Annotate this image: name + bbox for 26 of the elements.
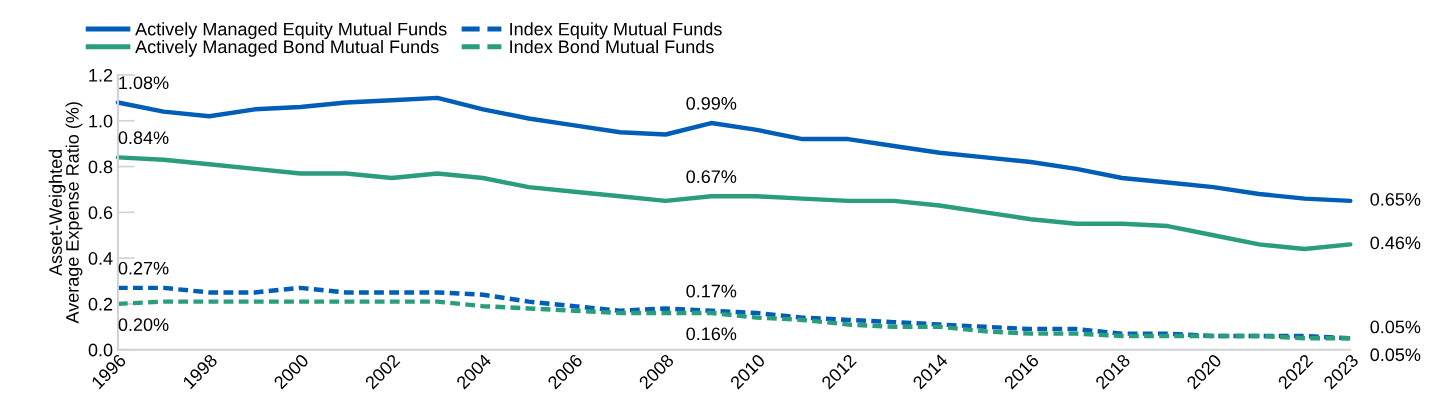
annotation: 0.05% [1370, 320, 1421, 334]
annotation: 0.46% [1370, 236, 1421, 250]
legend-label: Actively Managed Equity Mutual Funds [135, 22, 447, 40]
y-tick-label: 0.0 [88, 343, 113, 357]
y-tick-label: 0.4 [88, 252, 113, 265]
annotation: 1.08% [119, 76, 169, 90]
annotation: 0.16% [686, 327, 737, 341]
annotation: 0.27% [118, 261, 169, 275]
y-tick-label: 1.0 [89, 114, 113, 128]
y-tick-label: 0.2 [88, 297, 113, 311]
annotation: 0.65% [1370, 192, 1421, 206]
annotation: 0.84% [118, 131, 169, 145]
legend-label: Actively Managed Bond Mutual Funds [135, 39, 439, 57]
annotation: 0.67% [686, 170, 737, 184]
y-tick-label: 0.6 [88, 206, 113, 220]
y-tick-label: 1.2 [89, 68, 113, 82]
annotation: 0.05% [1370, 348, 1421, 362]
line-series [115, 95, 1353, 204]
legend-label: Index Equity Mutual Funds [510, 22, 722, 40]
legend-label: Index Bond Mutual Funds [510, 39, 714, 54]
annotation: 0.99% [686, 96, 737, 110]
y-tick-label: 0.8 [88, 160, 113, 174]
y-axis-title: Asset-Weighted Average Expense Ratio (%) [48, 102, 83, 324]
annotation: 0.17% [686, 284, 737, 298]
annotation: 0.20% [118, 318, 169, 332]
line-series [115, 155, 1353, 252]
